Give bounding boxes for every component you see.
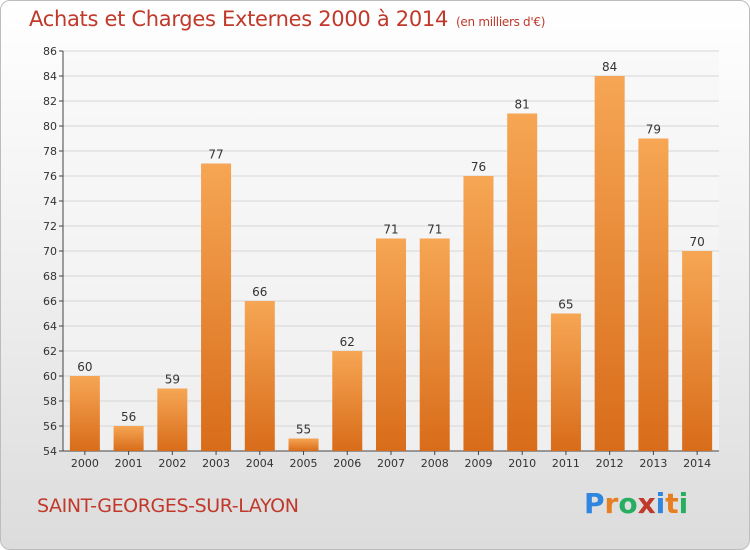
- logo-letter: i: [678, 487, 689, 520]
- bar: [638, 138, 669, 451]
- y-tick-label: 82: [43, 95, 57, 108]
- x-tick-label: 2010: [508, 457, 536, 470]
- bar: [463, 176, 494, 451]
- proxiti-logo: Proxiti: [584, 487, 688, 520]
- y-tick-label: 70: [43, 245, 57, 258]
- data-label: 71: [383, 223, 398, 237]
- x-tick-label: 2001: [115, 457, 143, 470]
- y-tick-label: 86: [43, 45, 57, 58]
- bar: [201, 163, 232, 451]
- data-label: 71: [427, 223, 442, 237]
- data-label: 66: [252, 285, 267, 299]
- y-tick-label: 80: [43, 120, 57, 133]
- logo-letter: P: [584, 487, 605, 520]
- data-label: 76: [471, 160, 486, 174]
- bar: [376, 238, 406, 451]
- data-label: 59: [165, 373, 180, 387]
- commune-name: SAINT-GEORGES-SUR-LAYON: [37, 495, 299, 517]
- data-label: 81: [515, 98, 530, 112]
- chart-title-unit: (en milliers d'€): [456, 15, 546, 29]
- bar: [594, 76, 625, 451]
- logo-letter: t: [665, 487, 679, 520]
- x-tick-label: 2000: [71, 457, 99, 470]
- data-label: 77: [208, 148, 223, 162]
- data-label: 79: [646, 123, 661, 137]
- x-tick-label: 2013: [639, 457, 667, 470]
- y-tick-label: 76: [43, 170, 57, 183]
- y-tick-label: 64: [43, 320, 57, 333]
- x-tick-label: 2009: [464, 457, 492, 470]
- x-tick-label: 2012: [596, 457, 624, 470]
- bar: [507, 113, 538, 451]
- chart-title-main: Achats et Charges Externes 2000 à 2014: [29, 7, 449, 31]
- data-label: 62: [340, 335, 355, 349]
- data-label: 70: [689, 235, 704, 249]
- y-tick-label: 56: [43, 420, 57, 433]
- y-tick-label: 78: [43, 145, 57, 158]
- data-label: 60: [77, 360, 92, 374]
- logo-letter: i: [655, 487, 666, 520]
- y-tick-label: 58: [43, 395, 57, 408]
- y-tick-label: 66: [43, 295, 57, 308]
- y-tick-label: 68: [43, 270, 57, 283]
- x-tick-label: 2005: [290, 457, 318, 470]
- bar: [113, 426, 144, 451]
- y-tick-label: 72: [43, 220, 57, 233]
- bar: [288, 438, 319, 451]
- bar: [69, 376, 100, 451]
- chart-title: Achats et Charges Externes 2000 à 2014 (e…: [29, 7, 545, 31]
- y-tick-label: 60: [43, 370, 57, 383]
- logo-letter: r: [604, 487, 619, 520]
- x-tick-label: 2006: [333, 457, 361, 470]
- data-label: 55: [296, 423, 311, 437]
- bar: [244, 301, 275, 451]
- bar: [157, 388, 188, 451]
- x-tick-label: 2014: [683, 457, 711, 470]
- x-tick-label: 2003: [202, 457, 230, 470]
- data-label: 84: [602, 60, 617, 74]
- y-tick-label: 74: [43, 195, 57, 208]
- bar: [419, 238, 450, 451]
- x-tick-label: 2011: [552, 457, 580, 470]
- x-tick-label: 2002: [158, 457, 186, 470]
- logo-letter: x: [637, 487, 656, 520]
- y-tick-label: 84: [43, 70, 57, 83]
- bar: [682, 251, 713, 451]
- y-tick-label: 54: [43, 445, 57, 458]
- data-label: 56: [121, 410, 136, 424]
- x-tick-label: 2007: [377, 457, 405, 470]
- x-tick-label: 2008: [421, 457, 449, 470]
- data-label: 65: [558, 298, 573, 312]
- bar: [550, 313, 581, 451]
- logo-letter: o: [618, 487, 638, 520]
- y-tick-label: 62: [43, 345, 57, 358]
- bar: [332, 351, 363, 451]
- x-tick-label: 2004: [246, 457, 274, 470]
